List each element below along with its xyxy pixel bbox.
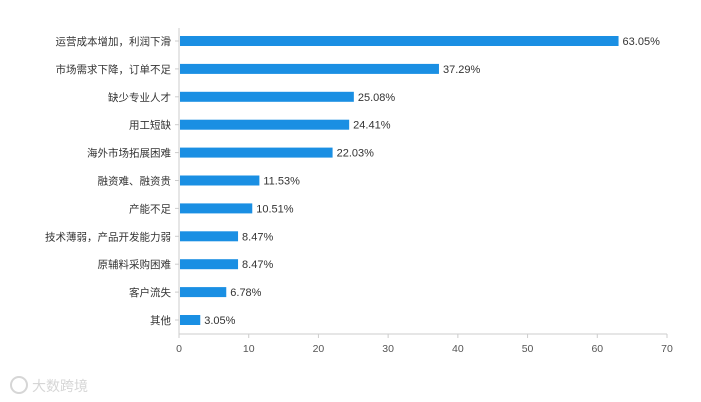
x-tick-label: 70 [661, 343, 673, 355]
x-tick-label: 30 [382, 343, 394, 355]
category-label: 市场需求下降，订单不足 [56, 63, 172, 76]
bar [180, 147, 333, 158]
value-label: 8.47% [242, 259, 273, 271]
category-label: 客户流失 [129, 286, 171, 299]
bar [180, 287, 227, 298]
value-label: 3.05% [204, 315, 235, 327]
value-label: 25.08% [358, 92, 396, 104]
watermark-text: 大数跨境 [32, 379, 88, 395]
bar [180, 175, 260, 186]
bar [180, 119, 350, 130]
category-label: 用工短缺 [129, 119, 171, 132]
watermark-logo-icon [10, 376, 28, 394]
x-tick-label: 10 [243, 343, 255, 355]
x-tick-label: 40 [452, 343, 464, 355]
category-label: 产能不足 [129, 202, 171, 215]
value-label: 22.03% [337, 148, 375, 160]
category-label: 运营成本增加，利润下滑 [56, 35, 172, 48]
value-label: 11.53% [263, 176, 300, 188]
value-label: 10.51% [256, 203, 294, 215]
bar [180, 63, 439, 74]
category-label: 技术薄弱，产品开发能力弱 [45, 230, 171, 243]
category-label: 海外市场拓展困难 [87, 147, 171, 160]
watermark: 大数跨境 [10, 376, 88, 396]
category-label: 缺少专业人才 [108, 91, 171, 104]
category-label: 其他 [150, 314, 171, 327]
x-tick-label: 0 [176, 343, 182, 355]
value-label: 6.78% [230, 287, 261, 299]
category-label: 原辅料采购困难 [98, 258, 172, 271]
value-label: 24.41% [353, 120, 391, 132]
value-label: 37.29% [443, 64, 481, 76]
category-label: 融资难、融资贵 [98, 175, 172, 188]
bar [180, 203, 253, 214]
x-tick-label: 50 [522, 343, 534, 355]
bar [180, 259, 239, 270]
bar [180, 231, 239, 242]
x-tick-label: 20 [313, 343, 325, 355]
bar [180, 91, 354, 102]
bar [180, 36, 619, 46]
value-label: 8.47% [242, 231, 273, 243]
value-label: 63.05% [623, 36, 661, 48]
x-tick-label: 60 [591, 343, 603, 355]
bar [180, 315, 201, 325]
